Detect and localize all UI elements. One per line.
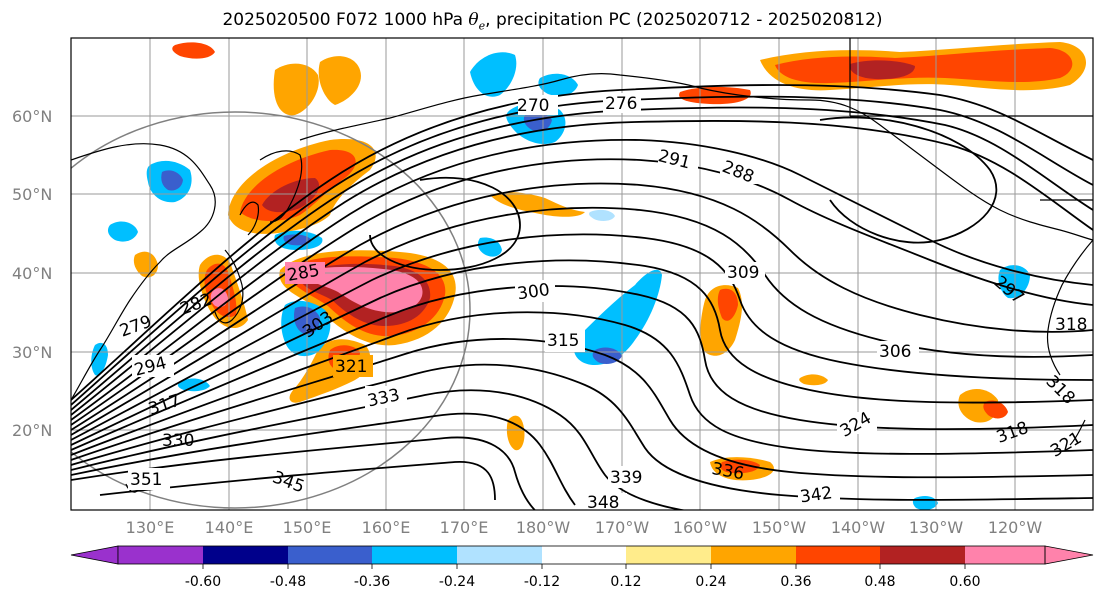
colorbar-bin	[711, 546, 796, 564]
reference-circle	[71, 111, 471, 509]
contour-label-318-b: 318	[1042, 372, 1079, 409]
contour-label-306: 306	[879, 342, 911, 362]
colorbar-bin	[203, 546, 288, 564]
colorbar-tick-label: 0.48	[864, 574, 895, 590]
colorbar-bin	[288, 546, 372, 564]
lon-label-170w: 170°W	[595, 518, 650, 537]
lon-label-120w: 120°W	[988, 518, 1043, 537]
contour-label-279: 279	[117, 312, 154, 342]
contour-label-300: 300	[516, 280, 551, 304]
lat-label-20n: 20°N	[12, 421, 52, 440]
lon-label-180w: 180°W	[516, 518, 571, 537]
contour-label-342: 342	[799, 483, 834, 507]
colorbar-bin	[796, 546, 880, 564]
colorbar-bin	[626, 546, 711, 564]
colorbar-tick-label: -0.12	[524, 574, 560, 590]
colorbar: -0.60 -0.48 -0.36 -0.24 -0.12 0.12 0.24 …	[70, 545, 1094, 590]
lon-label-140w: 140°W	[831, 518, 886, 537]
contour-label-318-a: 318	[994, 418, 1031, 448]
colorbar-bin	[965, 546, 1045, 564]
lat-label-60n: 60°N	[12, 107, 52, 126]
colorbar-bin	[457, 546, 542, 564]
contour-label-330: 330	[162, 431, 194, 451]
lon-label-140e: 140°E	[205, 518, 254, 537]
lon-label-150w: 150°W	[752, 518, 807, 537]
contour-label-339: 339	[610, 468, 642, 488]
contour-label-315: 315	[547, 331, 579, 351]
lon-label-130e: 130°E	[126, 518, 175, 537]
colorbar-bin	[372, 546, 457, 564]
lat-label-40n: 40°N	[12, 264, 52, 283]
map-title: 2025020500 F072 1000 hPa θe, precipitati…	[222, 10, 883, 33]
colorbar-extend-low	[70, 545, 119, 565]
contour-label-270: 270	[517, 96, 549, 116]
contour-label-336: 336	[710, 459, 745, 484]
lat-label-30n: 30°N	[12, 343, 52, 362]
longitude-labels: 130°E 140°E 150°E 160°E 170°E 180°W 170°…	[126, 518, 1043, 537]
colorbar-tick-label: 0.36	[780, 574, 811, 590]
colorbar-extend-high	[1044, 545, 1094, 565]
contour-label-348: 348	[587, 493, 619, 513]
contour-label-321-east: 321	[1047, 428, 1085, 462]
contour-label-351: 351	[130, 470, 162, 490]
colorbar-bin	[880, 546, 965, 564]
colorbar-tick-label: 0.12	[610, 574, 641, 590]
lat-label-50n: 50°N	[12, 185, 52, 204]
contour-label-318-c: 318	[1055, 315, 1087, 335]
lon-label-160w: 160°W	[673, 518, 728, 537]
colorbar-bin	[542, 546, 626, 564]
colorbar-tick-label: -0.36	[354, 574, 390, 590]
latitude-labels: 60°N 50°N 40°N 30°N 20°N	[12, 107, 52, 440]
colorbar-tick-label: -0.48	[270, 574, 306, 590]
colorbar-bin	[118, 546, 203, 564]
colorbar-tick-label: 0.24	[695, 574, 726, 590]
map-frame	[70, 37, 1094, 511]
lon-label-150e: 150°E	[283, 518, 332, 537]
contour-label-276: 276	[605, 94, 637, 114]
colorbar-tick-label: -0.60	[185, 574, 221, 590]
contour-label-321: 321	[335, 357, 367, 377]
contour-label-309: 309	[727, 263, 759, 283]
coastlines	[71, 38, 1093, 493]
contour-label-345-west: 345	[270, 467, 307, 497]
contour-labels: 270 276 291 288 285 282 279 303 300 309 …	[117, 93, 1087, 513]
lon-label-160e: 160°E	[362, 518, 411, 537]
lon-label-170e: 170°E	[440, 518, 489, 537]
colorbar-tick-label: -0.24	[439, 574, 475, 590]
lon-label-130w: 130°W	[909, 518, 964, 537]
colorbar-tick-label: 0.60	[949, 574, 980, 590]
